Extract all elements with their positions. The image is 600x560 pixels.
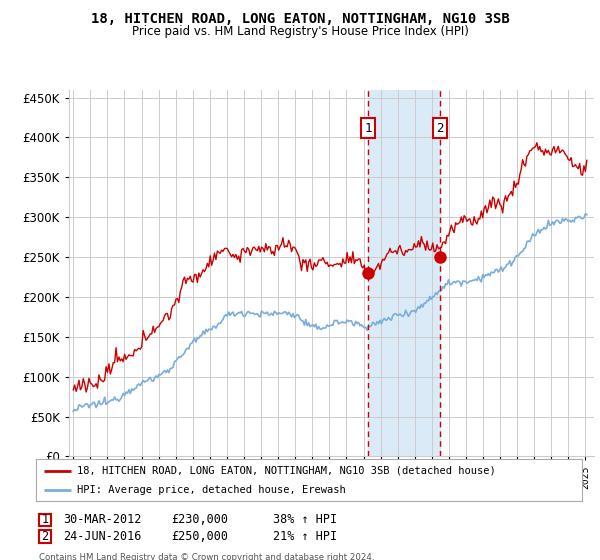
Text: 2: 2 [437,122,444,134]
Text: 18, HITCHEN ROAD, LONG EATON, NOTTINGHAM, NG10 3SB (detached house): 18, HITCHEN ROAD, LONG EATON, NOTTINGHAM… [77,465,496,475]
Text: 1: 1 [364,122,371,134]
Text: Price paid vs. HM Land Registry's House Price Index (HPI): Price paid vs. HM Land Registry's House … [131,25,469,38]
Text: Contains HM Land Registry data © Crown copyright and database right 2024.
This d: Contains HM Land Registry data © Crown c… [39,553,374,560]
Text: 30-MAR-2012: 30-MAR-2012 [63,513,142,526]
Text: 24-JUN-2016: 24-JUN-2016 [63,530,142,543]
Text: £230,000: £230,000 [171,513,228,526]
Text: 18, HITCHEN ROAD, LONG EATON, NOTTINGHAM, NG10 3SB: 18, HITCHEN ROAD, LONG EATON, NOTTINGHAM… [91,12,509,26]
Bar [368,90,440,456]
Text: 21% ↑ HPI: 21% ↑ HPI [273,530,337,543]
Text: 2: 2 [41,530,49,543]
Text: 1: 1 [41,513,49,526]
Text: £250,000: £250,000 [171,530,228,543]
Text: 38% ↑ HPI: 38% ↑ HPI [273,513,337,526]
Text: HPI: Average price, detached house, Erewash: HPI: Average price, detached house, Erew… [77,485,346,495]
